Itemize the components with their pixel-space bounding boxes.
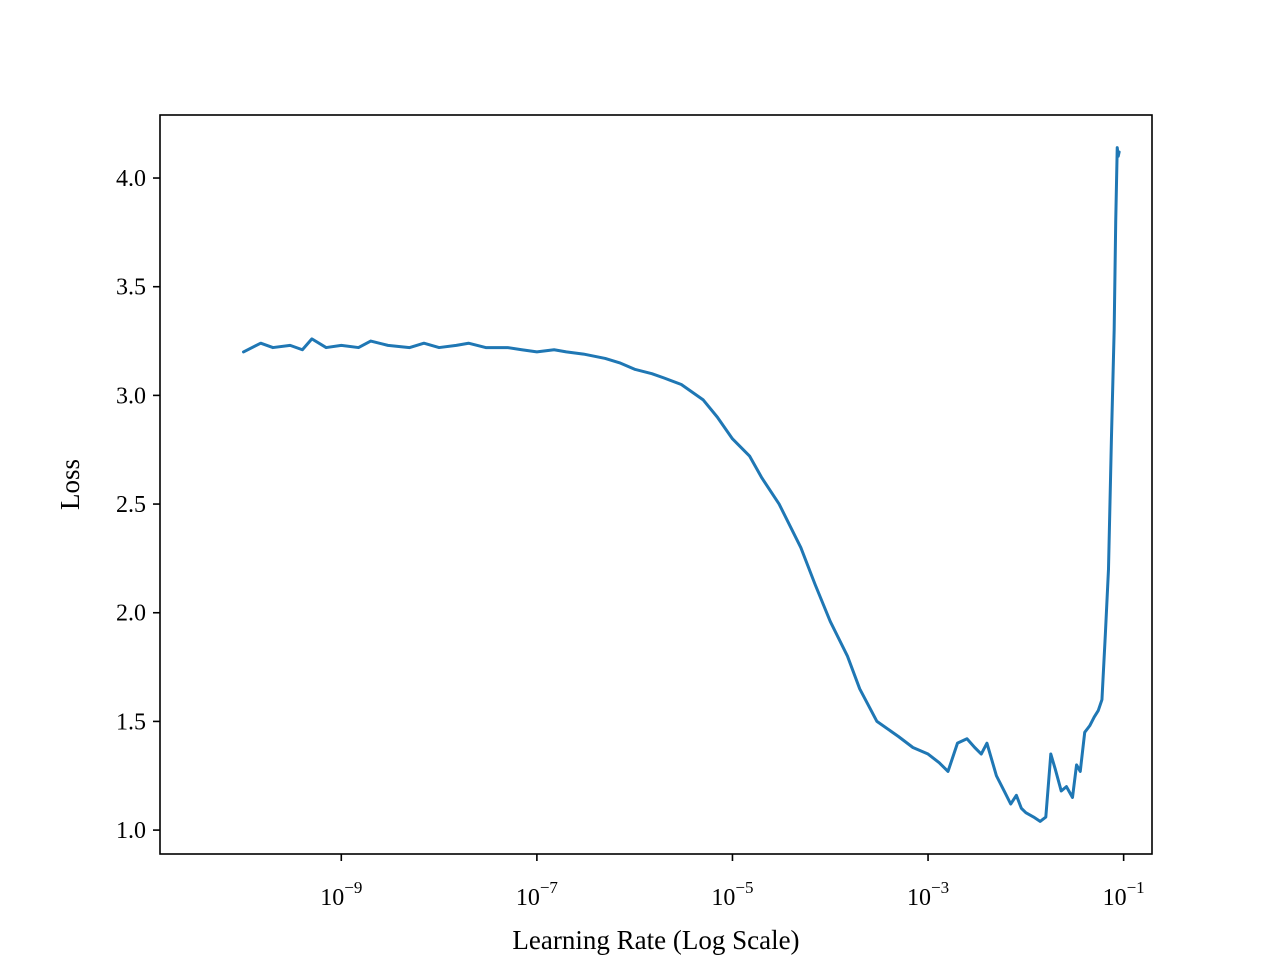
y-tick-label: 1.0	[116, 818, 146, 844]
x-tick-label-exponent: −5	[735, 878, 753, 897]
y-tick-label: 2.0	[116, 601, 146, 627]
x-tick-label: 10−3	[907, 878, 949, 911]
y-tick-label: 3.0	[116, 383, 146, 409]
y-tick-label: 4.0	[116, 166, 146, 192]
x-tick-label-base: 10	[907, 885, 931, 911]
x-tick-label-exponent: −1	[1127, 878, 1145, 897]
x-tick-label-base: 10	[516, 885, 540, 911]
series-layer	[242, 146, 1121, 823]
y-tick-label: 3.5	[116, 275, 146, 301]
x-axis-ticks: 10−9 10−7 10−5 10−3 10−1	[320, 854, 1145, 911]
plot-frame	[159, 114, 1153, 855]
x-tick-label: 10−1	[1103, 878, 1145, 911]
y-tick-label: 1.5	[116, 709, 146, 735]
x-tick-label-exponent: −9	[344, 878, 362, 897]
plot-area	[160, 115, 1152, 854]
y-axis-label: Loss	[55, 459, 85, 510]
x-tick-label: 10−5	[711, 878, 753, 911]
x-tick-label: 10−9	[320, 878, 362, 911]
x-tick-label: 10−7	[516, 878, 559, 911]
x-tick-label-exponent: −7	[540, 878, 559, 897]
x-tick-label-base: 10	[320, 885, 344, 911]
y-axis-ticks: 1.0 1.5 2.0 2.5 3.0 3.5 4.0	[116, 166, 160, 844]
x-axis-label: Learning Rate (Log Scale)	[512, 925, 799, 955]
series-line-0	[242, 146, 1121, 823]
y-tick-label: 2.5	[116, 492, 146, 518]
x-tick-label-exponent: −3	[931, 878, 949, 897]
x-tick-label-base: 10	[1103, 885, 1127, 911]
x-tick-label-base: 10	[711, 885, 735, 911]
